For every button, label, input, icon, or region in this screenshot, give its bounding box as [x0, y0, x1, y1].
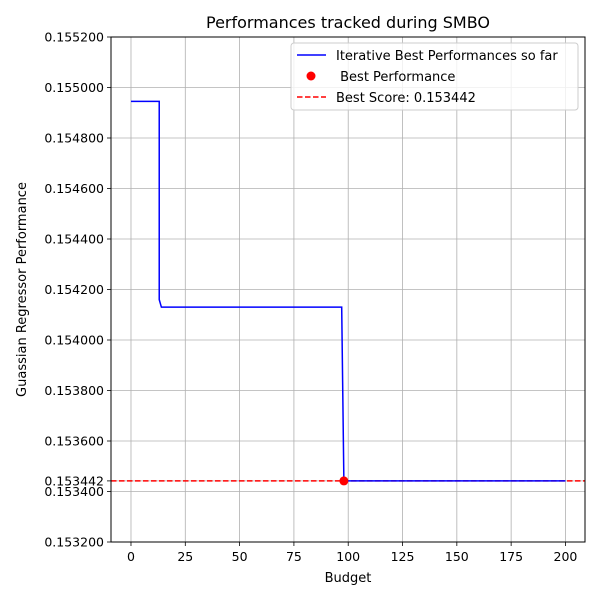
y-tick-label: 0.153442 — [44, 473, 104, 488]
y-tick-label: 0.154400 — [44, 232, 104, 247]
y-tick-label: 0.155200 — [44, 30, 104, 45]
y-tick-label: 0.153600 — [44, 434, 104, 449]
chart-title: Performances tracked during SMBO — [206, 13, 490, 32]
y-axis-label: Guassian Regressor Performance — [15, 182, 30, 397]
x-tick-label: 100 — [336, 549, 360, 564]
plot-data — [111, 100, 585, 486]
legend-label-iterative-best: Iterative Best Performances so far — [336, 49, 558, 64]
y-tick-label: 0.153400 — [44, 484, 104, 499]
legend: Iterative Best Performances so far Best … — [290, 42, 579, 111]
legend-label-best-performance: Best Performance — [336, 70, 455, 85]
y-tick-label: 0.154200 — [44, 282, 104, 297]
x-tick-label: 0 — [127, 549, 135, 564]
y-tick-label: 0.154000 — [44, 333, 104, 348]
legend-swatch-best-performance — [306, 71, 316, 81]
axis-ticks: 0 25 50 75 100 125 150 175 2000.1532000.1534000.… — [44, 30, 577, 565]
x-tick-label: 50 — [232, 549, 248, 564]
y-tick-label: 0.155000 — [44, 80, 104, 95]
legend-label-best-score: Best Score: 0.153442 — [336, 91, 476, 106]
x-tick-label: 75 — [286, 549, 302, 564]
x-tick-label: 150 — [445, 549, 469, 564]
y-tick-label: 0.154800 — [44, 131, 104, 146]
legend-box — [290, 42, 579, 111]
y-tick-label: 0.153800 — [44, 383, 104, 398]
y-tick-label: 0.153200 — [44, 535, 104, 550]
y-tick-label: 0.154600 — [44, 181, 104, 196]
x-tick-label: 25 — [177, 549, 193, 564]
best-performance-point — [339, 476, 349, 486]
x-tick-label: 125 — [391, 549, 415, 564]
x-tick-label: 175 — [499, 549, 523, 564]
grid-lines — [111, 36, 585, 543]
x-axis-label: Budget — [325, 571, 372, 586]
x-tick-label: 200 — [554, 549, 578, 564]
